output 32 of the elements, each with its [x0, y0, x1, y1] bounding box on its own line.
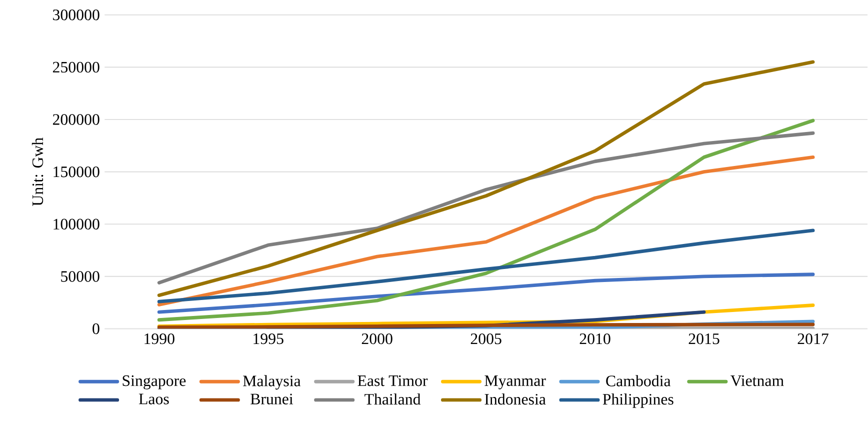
line-series — [157, 228, 815, 304]
line-series — [157, 131, 815, 284]
y-tick-label: 50000 — [61, 271, 100, 282]
x-tick-label: 2000 — [362, 333, 392, 344]
line-series — [157, 60, 815, 298]
x-tick-label: 1995 — [254, 333, 284, 344]
legend-label: Myanmar — [484, 375, 546, 390]
line-series — [157, 118, 815, 322]
line-series — [157, 155, 815, 306]
legend-label: Brunei — [250, 394, 294, 404]
legend-label: Singapore — [122, 375, 186, 390]
y-tick-label: 200000 — [52, 114, 100, 125]
y-tick-label: 250000 — [52, 62, 100, 73]
legend-label: Cambodia — [606, 375, 671, 386]
y-tick-label: 150000 — [54, 166, 100, 178]
legend-label: Vietnam — [730, 375, 784, 386]
legend-label: Philippines — [602, 393, 674, 408]
legend-label: East Timor — [358, 375, 428, 386]
y-tick-label: 100000 — [54, 218, 100, 230]
x-tick-label: 2005 — [470, 333, 502, 344]
line-series — [157, 272, 815, 314]
y-tick-label: 300000 — [53, 10, 100, 20]
legend-label: Malaysia — [243, 375, 301, 390]
legend-label: Thailand — [364, 393, 421, 405]
y-tick-label: 0 — [92, 323, 100, 334]
legend-label: Indonesia — [484, 393, 546, 405]
x-tick-label: 2010 — [580, 333, 610, 344]
legend-label: Laos — [138, 394, 169, 404]
x-tick-label: 1990 — [144, 333, 174, 344]
y-axis-title: Unit: Gwh — [32, 138, 44, 206]
x-tick-label: 2017 — [798, 333, 828, 344]
x-tick-label: 2015 — [688, 333, 720, 344]
